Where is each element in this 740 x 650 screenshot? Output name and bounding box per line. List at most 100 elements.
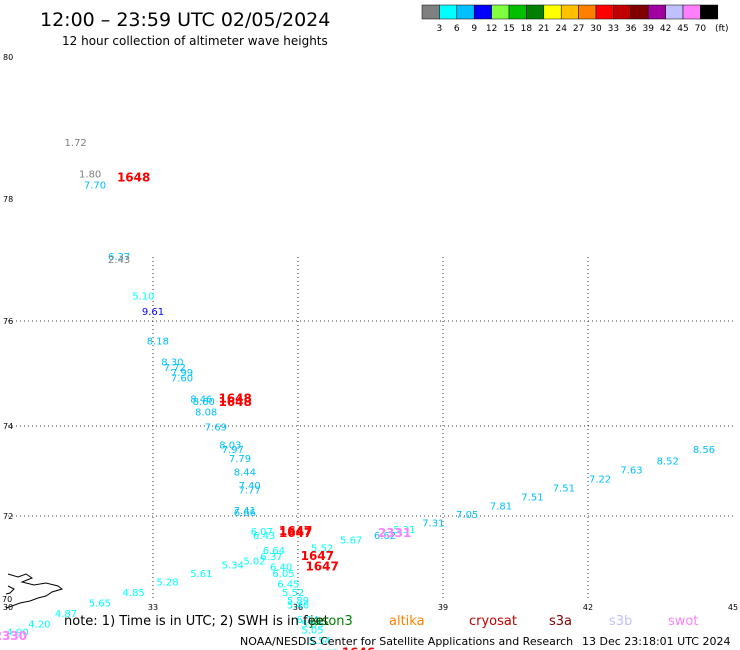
- wave-height-point: 6.37: [108, 252, 130, 263]
- wave-height-point: 5.05: [301, 626, 323, 637]
- x-tick-label: 36: [293, 603, 303, 612]
- wave-height-point: 6.05: [272, 569, 294, 580]
- mission-jason3: jason3: [309, 614, 353, 629]
- wave-height-point: 7.97: [222, 445, 244, 456]
- wave-height-point: 5.34: [222, 561, 244, 572]
- wave-height-point: 8.08: [195, 408, 217, 419]
- legend-label: 70: [695, 24, 707, 34]
- legend-swatch: [456, 4, 475, 20]
- wave-height-point: 7.41: [234, 506, 256, 517]
- legend-label: 27: [573, 24, 584, 34]
- mission-s3b: s3b: [609, 614, 632, 629]
- wave-height-point: 2.43: [108, 255, 130, 266]
- wave-height-point: 4.20: [28, 619, 50, 630]
- wave-height-point: 5.55: [301, 619, 323, 630]
- legend-unit: (ft): [715, 24, 729, 34]
- time-stamp: 2330: [0, 629, 27, 643]
- time-stamp: 2331: [378, 526, 411, 540]
- legend-swatch: [630, 4, 649, 20]
- grid-lines: [8, 257, 733, 600]
- y-tick-label: 76: [3, 317, 13, 326]
- wave-height-point: 7.70: [84, 180, 106, 191]
- coastline-outline: [5, 573, 64, 609]
- legend-label: 33: [608, 24, 619, 34]
- note-bar: note: 1) Time is in UTC; 2) SWH is in fe…: [64, 614, 698, 629]
- legend-swatch: [508, 4, 527, 20]
- note-text: note: 1) Time is in UTC; 2) SWH is in fe…: [64, 614, 329, 629]
- wave-height-point: 6.66: [234, 508, 256, 519]
- wave-height-point: 8.52: [657, 456, 679, 467]
- legend-swatch: [543, 4, 562, 20]
- time-stamp: 1646: [342, 648, 375, 650]
- wave-height-point: 7.60: [171, 373, 193, 384]
- legend-label: 18: [521, 24, 533, 34]
- wave-height-point: 1.80: [79, 170, 101, 181]
- mission-cryosat: cryosat: [469, 614, 517, 629]
- wave-height-point: 5.28: [156, 577, 178, 588]
- time-stamp: 1648: [218, 391, 251, 405]
- legend-swatch: [473, 4, 492, 20]
- legend-swatch: [526, 4, 545, 20]
- time-stamp: 1648: [117, 170, 150, 184]
- wave-height-point: 5.52: [282, 588, 304, 599]
- wave-height-labels: 1.721.807.706.372.435.109.618.188.307.72…: [7, 138, 716, 650]
- wave-height-point: 6.40: [270, 563, 292, 574]
- time-stamp: 1647: [279, 526, 312, 540]
- wave-height-point: 7.05: [456, 510, 478, 521]
- legend-swatch: [491, 4, 510, 20]
- legend-label: 6: [454, 24, 460, 34]
- legend-label: 21: [538, 24, 549, 34]
- wave-height-point: 8.60: [193, 397, 215, 408]
- wave-height-point: 5.10: [132, 292, 154, 303]
- legend-label: 30: [590, 24, 602, 34]
- wave-height-point: 1.72: [65, 138, 87, 149]
- wave-height-point: 7.81: [490, 501, 512, 512]
- legend-swatch: [578, 4, 597, 20]
- legend-label: 12: [486, 24, 497, 34]
- y-tick-label: 70: [2, 595, 12, 604]
- legend-swatch: [647, 4, 666, 20]
- wave-height-point: 5.54: [309, 636, 331, 647]
- wave-height-point: 7.77: [239, 486, 261, 497]
- wave-height-point: 5.46: [287, 600, 309, 611]
- wave-height-point: 5.61: [190, 569, 212, 580]
- wave-height-point: 7.63: [620, 465, 642, 476]
- wave-height-point: 6.43: [253, 531, 275, 542]
- footer-org: NOAA/NESDIS Center for Satellite Applica…: [240, 635, 573, 648]
- time-stamp: 1646: [342, 646, 375, 650]
- y-tick-label: 72: [3, 512, 13, 521]
- wave-height-point: 6.45: [277, 579, 299, 590]
- legend-swatch: [595, 4, 614, 20]
- legend-swatch: [682, 4, 701, 20]
- wave-height-point: 8.30: [161, 358, 183, 369]
- time-stamps: 1648164816481647164716471647164616462331…: [0, 170, 411, 650]
- time-stamp: 1648: [218, 395, 251, 409]
- wave-height-point: 4.85: [123, 588, 145, 599]
- wave-height-point: 4.90: [7, 628, 29, 639]
- wave-height-point: 6.14: [297, 615, 319, 626]
- y-tick-label: 80: [3, 53, 13, 62]
- wave-height-point: 6.07: [251, 527, 273, 538]
- y-tick-label: 78: [3, 195, 13, 204]
- wave-height-point: 5.67: [340, 535, 362, 546]
- wave-height-point: 5.85: [316, 649, 338, 650]
- legend-swatch: [613, 4, 632, 20]
- legend-swatch: [700, 4, 719, 20]
- time-stamp: 1647: [279, 524, 312, 538]
- wave-height-point: 8.03: [219, 441, 241, 452]
- wave-height-point: 6.37: [260, 552, 282, 563]
- wave-height-point: 5.65: [89, 598, 111, 609]
- wave-height-point: 7.40: [239, 481, 261, 492]
- wave-height-point: 5.52: [311, 544, 333, 555]
- mission-swot: swot: [668, 614, 698, 629]
- legend-label: 36: [625, 24, 637, 34]
- wave-height-point: 8.56: [693, 445, 715, 456]
- color-legend: 3 6 9 12 15 18 21 24 27 30 33 36 39 42 45 70 (ft): [421, 4, 729, 34]
- wave-height-point: 7.99: [171, 368, 193, 379]
- legend-label: 39: [642, 24, 654, 34]
- wave-height-point: 7.69: [205, 423, 227, 434]
- legend-swatch: [665, 4, 684, 20]
- wave-height-point: 4.87: [55, 609, 77, 620]
- wave-height-point: 9.61: [142, 307, 164, 318]
- legend-swatch: [421, 4, 440, 20]
